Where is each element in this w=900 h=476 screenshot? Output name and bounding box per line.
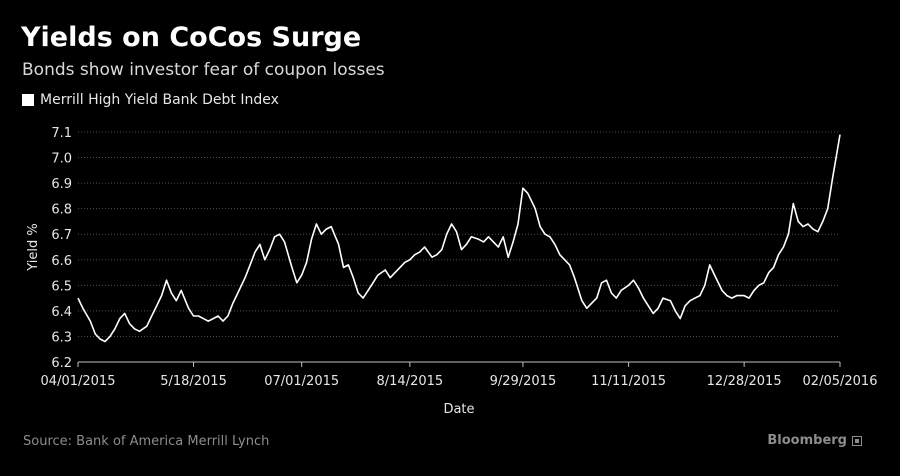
x-tick-label: 07/01/2015 bbox=[264, 374, 339, 389]
x-tick-label: 8/14/2015 bbox=[377, 374, 444, 389]
legend-label: Merrill High Yield Bank Debt Index bbox=[40, 92, 279, 108]
series-lines bbox=[77, 134, 841, 343]
y-axis-ticks: 6.2 6.3 6.4 6.5 6.6 6.7 6.8 6.9 7.0 7.1 bbox=[51, 126, 72, 371]
bloomberg-logo-icon bbox=[852, 435, 862, 446]
x-axis-title: Date bbox=[443, 402, 474, 417]
series-line bbox=[77, 134, 841, 343]
y-tick-label: 6.7 bbox=[51, 228, 72, 243]
x-tick-label: 04/01/2015 bbox=[41, 374, 116, 389]
x-axis-ticks: 04/01/2015 5/18/2015 07/01/2015 8/14/2015 9/… bbox=[41, 362, 878, 389]
legend: Merrill High Yield Bank Debt Index bbox=[22, 92, 279, 108]
legend-swatch bbox=[22, 94, 34, 106]
gridlines bbox=[78, 131, 840, 337]
y-tick-label: 6.8 bbox=[51, 203, 72, 218]
y-tick-label: 6.2 bbox=[51, 356, 72, 371]
y-tick-label: 7.1 bbox=[51, 126, 72, 141]
y-tick-label: 7.0 bbox=[51, 152, 72, 167]
y-tick-label: 6.5 bbox=[51, 279, 72, 294]
y-tick-label: 6.6 bbox=[51, 254, 72, 269]
y-axis-title: Yield % bbox=[26, 223, 41, 271]
source-note: Source: Bank of America Merrill Lynch bbox=[23, 434, 270, 449]
x-tick-label: 5/18/2015 bbox=[160, 374, 227, 389]
x-tick-label: 9/29/2015 bbox=[490, 374, 557, 389]
brand-logo: Bloomberg bbox=[767, 433, 862, 448]
x-tick-label: 02/05/2016 bbox=[803, 374, 878, 389]
brand-name: Bloomberg bbox=[767, 433, 847, 448]
x-tick-label: 12/28/2015 bbox=[707, 374, 782, 389]
y-tick-label: 6.4 bbox=[51, 305, 72, 320]
y-tick-label: 6.3 bbox=[51, 330, 72, 345]
chart-subtitle: Bonds show investor fear of coupon losse… bbox=[22, 60, 385, 80]
y-tick-label: 6.9 bbox=[51, 177, 72, 192]
x-tick-label: 11/11/2015 bbox=[591, 374, 666, 389]
chart-title: Yields on CoCos Surge bbox=[21, 22, 362, 53]
